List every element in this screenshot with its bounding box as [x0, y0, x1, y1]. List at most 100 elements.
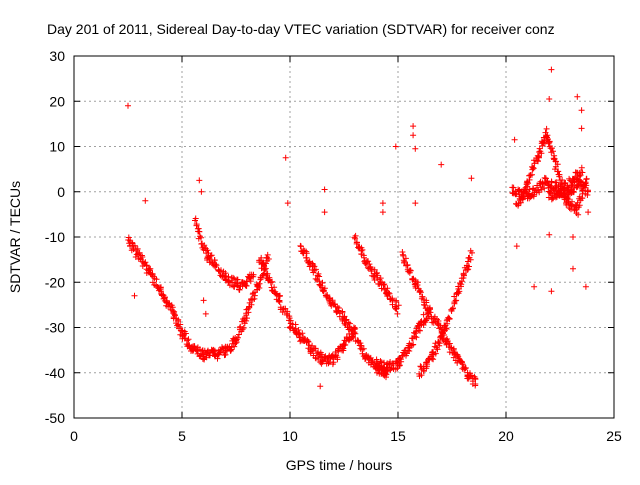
data-point	[299, 330, 306, 337]
data-point	[339, 309, 346, 316]
data-point	[260, 259, 267, 266]
outlier-point	[570, 234, 576, 240]
outlier-point	[131, 292, 138, 299]
series-arc-h	[351, 232, 402, 317]
data-point	[458, 281, 465, 288]
data-point	[354, 239, 360, 246]
data-point	[198, 241, 205, 247]
data-point	[519, 194, 526, 201]
y-tick-label: -30	[45, 320, 65, 336]
x-tick-label: 5	[178, 428, 186, 444]
data-point	[396, 362, 403, 369]
x-tick-label: 10	[282, 428, 298, 444]
outlier-point	[125, 102, 131, 109]
outlier-point	[321, 209, 328, 216]
data-point	[198, 234, 204, 241]
data-point	[446, 340, 453, 347]
outlier-point	[548, 288, 555, 295]
data-point	[583, 176, 590, 183]
series-arc-j	[399, 249, 479, 389]
data-point	[582, 179, 589, 186]
data-point	[526, 176, 533, 183]
data-point	[510, 184, 517, 191]
data-point	[381, 281, 388, 288]
data-point	[385, 289, 392, 296]
data-point	[537, 148, 544, 155]
data-point	[208, 252, 215, 259]
data-point	[340, 347, 347, 354]
data-point	[277, 292, 283, 299]
outlier-point	[438, 161, 445, 168]
data-point	[349, 333, 356, 340]
data-point	[360, 345, 367, 352]
data-point	[266, 274, 273, 281]
data-point	[207, 253, 214, 259]
data-point	[330, 359, 337, 366]
data-point	[199, 355, 206, 362]
data-point	[389, 296, 396, 303]
series-arc-e	[256, 254, 314, 355]
data-point	[262, 265, 269, 272]
data-point	[436, 340, 443, 347]
data-point	[171, 308, 178, 315]
data-point	[472, 375, 479, 382]
plot-frame	[73, 55, 615, 419]
data-point	[360, 252, 367, 259]
data-point	[312, 266, 319, 273]
data-point	[230, 274, 237, 281]
data-point	[585, 188, 591, 195]
y-tick-label: 0	[57, 184, 65, 200]
data-point	[247, 278, 254, 285]
data-point	[580, 187, 587, 194]
data-point	[343, 338, 350, 345]
data-point	[551, 152, 558, 159]
outlier-point	[412, 200, 419, 207]
data-point	[297, 242, 304, 249]
data-point	[406, 348, 413, 354]
data-point	[525, 180, 531, 187]
outlier-point	[578, 107, 585, 114]
data-point	[584, 192, 591, 198]
data-point	[561, 180, 568, 187]
outlier-point	[410, 132, 417, 139]
outlier-point	[282, 154, 289, 161]
data-point	[430, 356, 437, 363]
data-point	[196, 228, 203, 235]
data-point	[417, 289, 424, 296]
data-point	[335, 305, 342, 311]
series-outliers	[125, 66, 592, 390]
data-point	[380, 282, 387, 288]
x-axis-label: GPS time / hours	[286, 457, 393, 473]
data-point	[304, 338, 311, 345]
data-point	[402, 255, 409, 262]
data-point	[231, 275, 238, 282]
data-point	[460, 271, 467, 278]
data-point	[321, 285, 328, 292]
series-arc-n	[545, 164, 586, 203]
data-point	[342, 341, 349, 348]
y-axis-label: SDTVAR / TECUs	[7, 181, 23, 293]
data-point	[352, 330, 359, 337]
data-point	[125, 234, 132, 241]
data-point	[264, 251, 271, 258]
data-point	[418, 372, 425, 379]
data-point	[204, 247, 211, 254]
data-point	[184, 337, 191, 344]
y-tick-label: -10	[45, 229, 65, 245]
data-point	[435, 338, 442, 345]
data-point	[466, 263, 472, 270]
outlier-point	[546, 231, 553, 238]
data-point	[579, 187, 586, 194]
data-point	[467, 256, 474, 263]
data-point	[197, 233, 203, 240]
data-point	[210, 348, 217, 355]
y-tick-label: -40	[45, 365, 65, 381]
outlier-point	[284, 200, 291, 207]
data-point	[419, 293, 426, 300]
data-point	[568, 182, 575, 189]
outlier-point	[321, 186, 328, 193]
outlier-point	[582, 283, 589, 290]
x-tick-label: 25	[606, 428, 622, 444]
data-point	[319, 279, 326, 286]
